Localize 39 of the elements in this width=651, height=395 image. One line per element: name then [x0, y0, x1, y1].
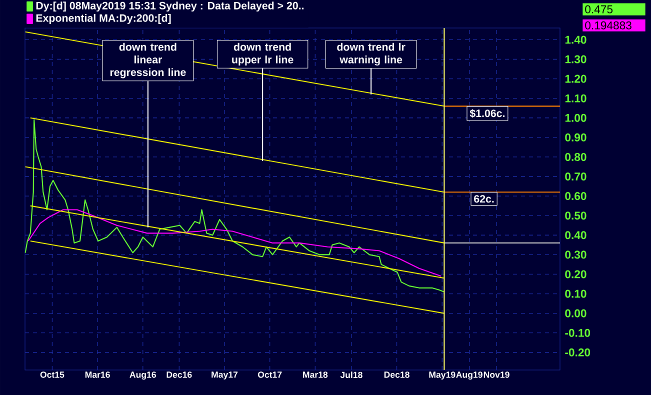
y-tick-label: 0.00 [565, 309, 586, 318]
x-tick-label: Aug16 [130, 372, 156, 380]
legend-label: Dy:[d] 08May2019 15:31 Sydney : Data Delayed > 20.. [36, 2, 304, 12]
x-tick-label: May19 [429, 372, 456, 380]
x-tick-label: Mar18 [303, 372, 328, 378]
y-tick-label: 1.10 [565, 94, 586, 102]
y-tick-label: 0.20 [565, 270, 586, 278]
y-tick-label: 0.60 [565, 192, 586, 200]
x-tick-label: Dec18 [384, 372, 410, 378]
legend-label: Exponential MA:Dy:200:[d] [36, 14, 171, 24]
annotation: $1.06c. [470, 109, 505, 118]
annotation: down trend linear regression line [110, 42, 186, 78]
text: 0.194883 [585, 21, 632, 30]
y-tick-label: 0.40 [565, 231, 586, 240]
y-tick-label: 1.40 [565, 36, 586, 44]
text: 0.475 [585, 5, 613, 14]
y-tick-label: 0.90 [565, 133, 586, 142]
x-tick-label: Nov19 [484, 372, 510, 378]
y-tick-label: 0.10 [565, 290, 586, 298]
y-tick-label: -0.10 [565, 328, 590, 337]
x-tick-label: Oct17 [258, 372, 282, 378]
y-tick-label: 0.50 [565, 212, 586, 220]
x-tick-label: Aug19 [456, 372, 482, 380]
x-tick-label: Dec16 [166, 372, 192, 378]
x-tick-label: Oct15 [40, 372, 64, 378]
y-tick-label: 0.70 [565, 172, 586, 181]
x-tick-label: Jul18 [340, 372, 362, 378]
y-tick-label: 1.30 [565, 55, 586, 64]
y-tick-label: 0.30 [565, 250, 586, 259]
annotation: 62c. [474, 195, 494, 203]
y-tick-label: 1.20 [565, 74, 586, 83]
annotation: down trend lr warning line [337, 42, 406, 66]
x-tick-label: May17 [212, 372, 238, 380]
y-tick-label: -0.20 [565, 348, 590, 356]
y-tick-label: 1.00 [565, 114, 586, 122]
annotation: down trend upper lr line [232, 42, 294, 66]
y-tick-label: 0.80 [565, 152, 586, 161]
x-tick-label: Mar16 [85, 372, 110, 378]
line-series [24, 119, 445, 292]
